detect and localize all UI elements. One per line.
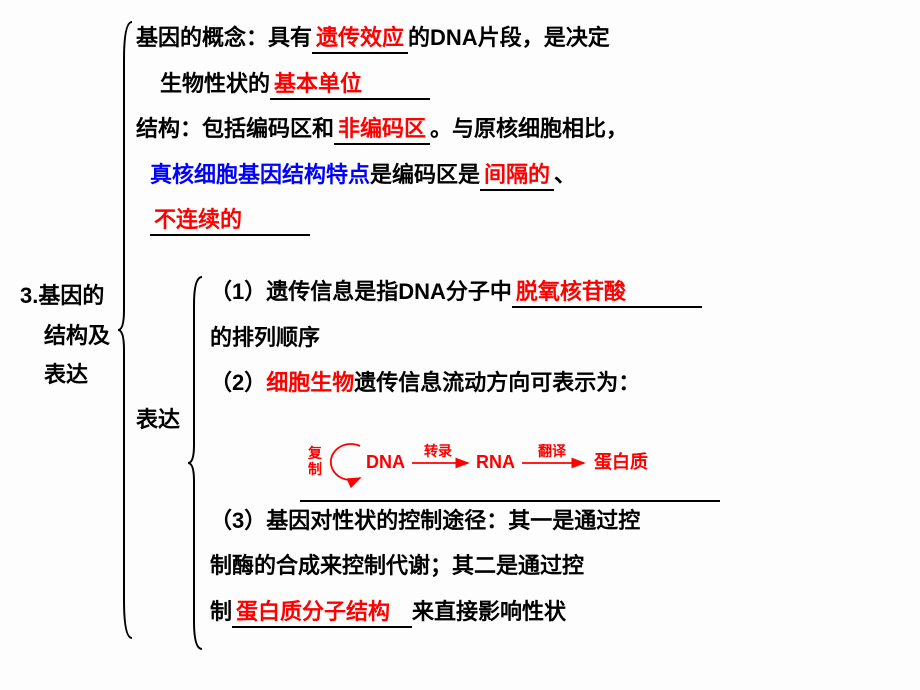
comma-dun: 、: [554, 162, 574, 187]
blank-discontinuous: 不连续的: [150, 206, 310, 236]
text-concept-prefix: 基因的概念：具有: [136, 25, 312, 50]
text-e3-suffix: 来直接影响性状: [412, 599, 566, 624]
label-rna: RNA: [476, 452, 515, 472]
section-number: 3.: [20, 283, 38, 308]
blank-deoxyribonucleotide: 脱氧核苷酸: [512, 278, 702, 308]
text-e3-line2: 制酶的合成来控制代谢；其二是通过控: [210, 553, 584, 578]
label-transcription: 转录: [424, 443, 452, 459]
label-replication-2: 制: [308, 461, 322, 477]
bracket-main-icon: [116, 20, 134, 640]
section-title: 3.基因的 结构及 表达: [20, 276, 120, 395]
label-protein: 蛋白质: [594, 451, 648, 472]
text-e3-prefix: 制: [210, 599, 232, 624]
label-replication-1: 复: [307, 445, 323, 461]
blank-interrupted: 间隔的: [480, 161, 554, 191]
text-structure-prefix: 结构：包括编码区和: [136, 116, 334, 141]
document-page: 3.基因的 结构及 表达 基因的概念：具有遗传效应的DNA片段，是决定 生物性状…: [0, 0, 920, 690]
blank-genetic-effect: 遗传效应: [312, 24, 408, 54]
text-structure-suffix: 。与原核细胞相比，: [430, 116, 628, 141]
text-e1-suffix: 的排列顺序: [210, 325, 320, 350]
blank-noncoding: 非编码区: [334, 115, 430, 145]
blank-basic-unit: 基本单位: [270, 70, 430, 100]
title-row2: 结构及: [20, 316, 120, 356]
text-e2-red: 细胞生物: [266, 370, 354, 395]
text-e3-line1: （3）基因对性状的控制途径：其一是通过控: [210, 508, 640, 533]
title-row3: 表达: [20, 355, 120, 395]
text-e1-prefix: （1）遗传信息是指DNA分子中: [210, 279, 512, 304]
text-coding-region: 是编码区是: [370, 162, 480, 187]
blank-protein-structure: 蛋白质分子结构: [232, 598, 412, 628]
flow-underline: [300, 500, 720, 502]
text-eukaryote-blue: 真核细胞基因结构特点: [150, 162, 370, 187]
text-e2-suffix: 遗传信息流动方向可表示为：: [354, 370, 640, 395]
text-e2-num: （2）: [210, 370, 266, 395]
central-dogma-diagram: 复 制 DNA 转录 RNA 翻译 蛋白质: [300, 438, 780, 488]
text-unit-prefix: 生物性状的: [160, 71, 270, 96]
text-concept-suffix: 的DNA片段，是决定: [408, 25, 610, 50]
label-translation: 翻译: [538, 443, 567, 459]
bracket-expression-icon: [186, 275, 204, 651]
content-top-block: 基因的概念：具有遗传效应的DNA片段，是决定 生物性状的基本单位 结构：包括编码…: [136, 18, 896, 246]
title-row1: 基因的: [38, 283, 104, 308]
label-dna: DNA: [366, 452, 405, 472]
expression-label: 表达: [136, 400, 180, 440]
